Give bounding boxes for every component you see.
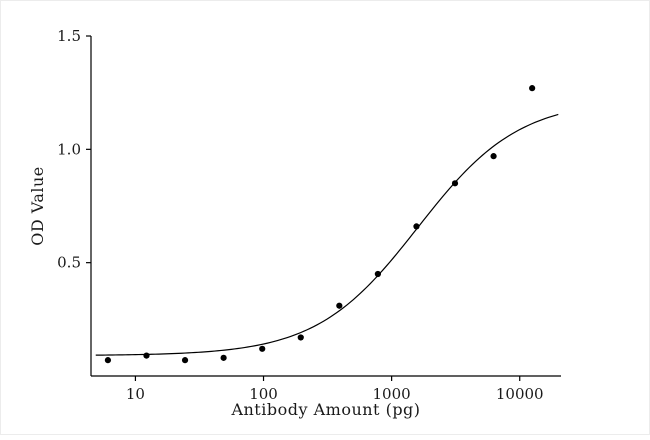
y-tick-label: 1.5 [57, 27, 81, 45]
data-point-layer [104, 85, 536, 364]
y-axis-label: OD Value [28, 166, 47, 246]
data-point [297, 334, 304, 341]
data-point [413, 223, 420, 230]
x-tick-label: 10 [126, 385, 145, 403]
data-point [451, 180, 459, 187]
axis-layer: 10 100 1000 10000 0.5 1.0 1.5 [57, 27, 561, 403]
x-tick-label: 100 [249, 385, 278, 403]
fit-curve [95, 113, 559, 356]
data-point [490, 153, 497, 160]
data-point [220, 354, 227, 361]
y-tick-label: 1.0 [57, 140, 81, 158]
data-point [336, 302, 343, 309]
data-point [529, 85, 536, 92]
fit-curve-layer [95, 113, 559, 356]
x-axis-label: Antibody Amount (pg) [230, 400, 420, 419]
y-tick-label: 0.5 [57, 254, 81, 272]
data-point [143, 352, 150, 359]
data-point [181, 357, 189, 364]
x-tick-label: 1000 [373, 385, 411, 403]
x-tick-label: 10000 [496, 385, 544, 403]
data-point [104, 357, 112, 364]
data-point [374, 270, 381, 278]
data-point [259, 345, 266, 352]
